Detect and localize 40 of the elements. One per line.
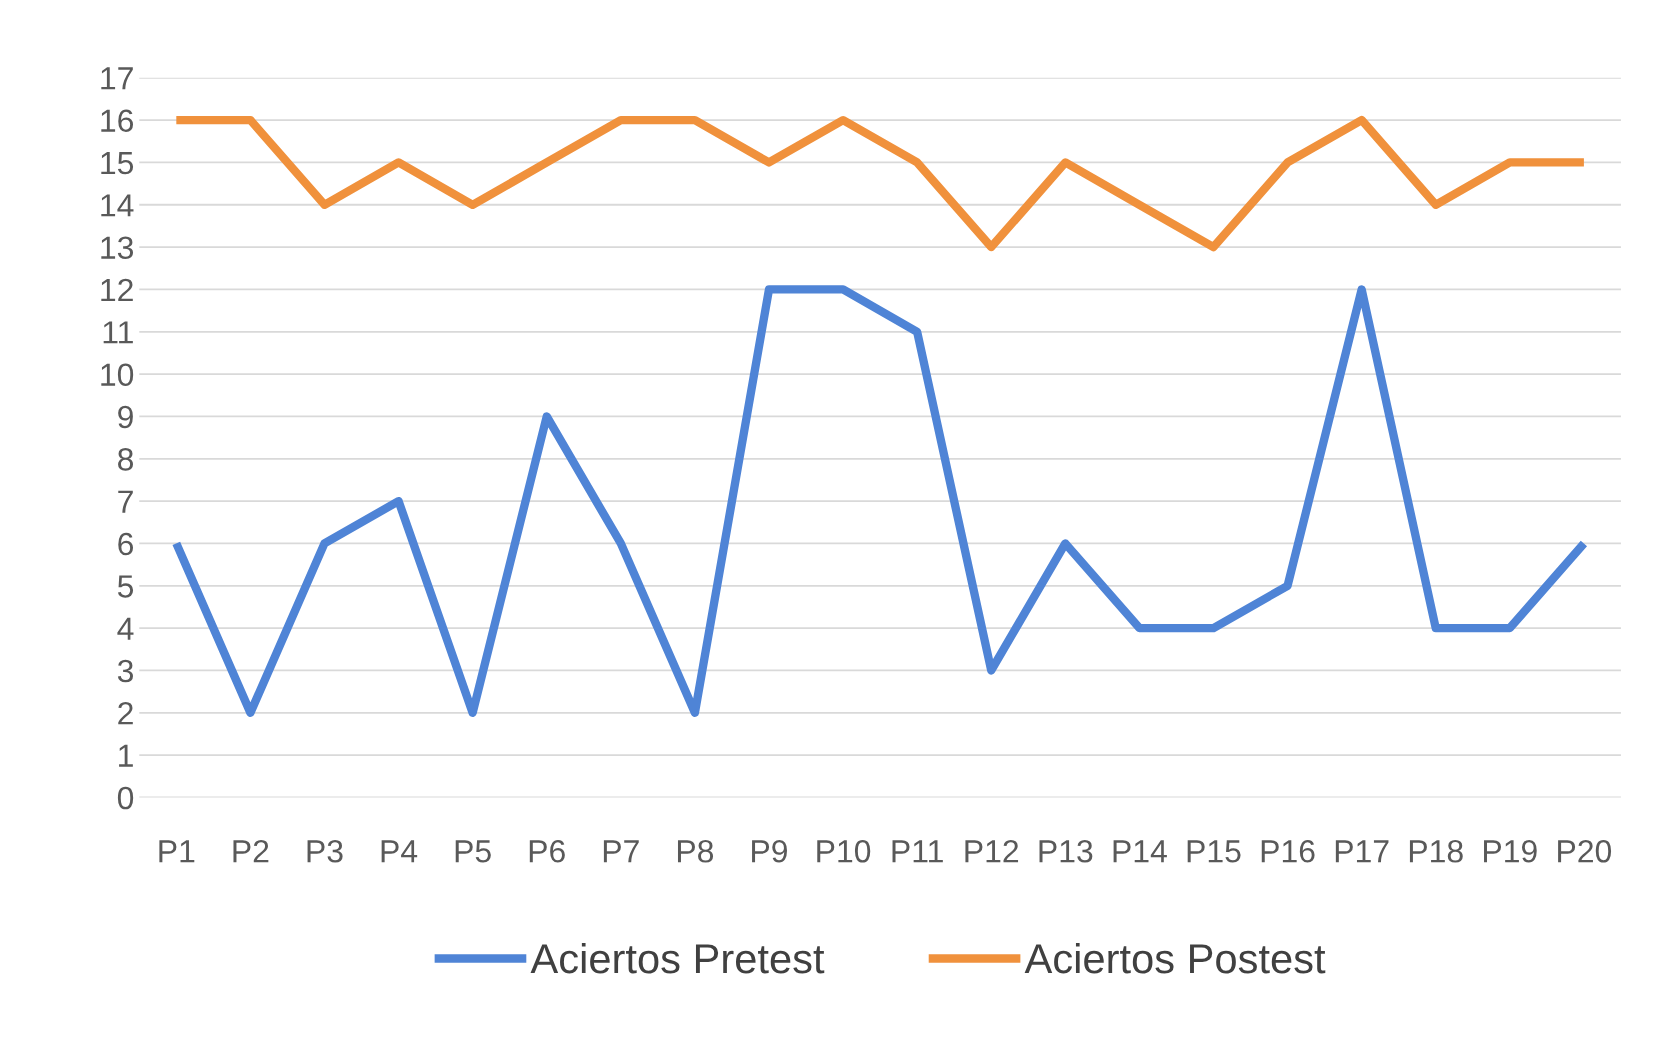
y-tick-label: 13 [101, 236, 134, 259]
y-tick-label: 15 [101, 152, 134, 175]
y-tick-label: 11 [103, 321, 133, 344]
y-tick-label: 6 [118, 532, 134, 556]
x-tick-label: P12 [965, 839, 1019, 863]
y-tick-label: 5 [117, 575, 134, 598]
y-tick-label: 7 [118, 490, 133, 513]
x-tick-label: P1 [159, 840, 195, 863]
x-tick-label: P15 [1187, 840, 1241, 863]
y-tick-label: 1 [119, 744, 133, 767]
legend-label: Aciertos Pretest [530, 942, 825, 974]
y-tick-label: 17 [101, 67, 133, 90]
legend-label: Aciertos Postest [1024, 942, 1326, 974]
x-tick-label: P6 [529, 839, 565, 863]
x-tick-label: P13 [1039, 839, 1093, 863]
x-tick-label: P20 [1558, 839, 1612, 863]
y-tick-label: 3 [117, 659, 134, 683]
x-tick-label: P4 [381, 840, 418, 863]
x-tick-label: P19 [1484, 839, 1537, 863]
x-tick-label: P10 [817, 839, 871, 863]
y-tick-label: 4 [117, 617, 134, 640]
y-tick-label: 16 [101, 109, 134, 132]
y-tick-label: 12 [101, 278, 133, 302]
x-tick-label: P7 [603, 840, 639, 863]
x-tick-label: P17 [1335, 840, 1389, 863]
y-tick-label: 0 [117, 786, 134, 810]
x-tick-label: P14 [1113, 840, 1167, 863]
x-tick-label: P18 [1409, 839, 1463, 863]
x-tick-label: P11 [892, 840, 943, 863]
y-tick-label: 14 [101, 194, 134, 217]
x-tick-label: P2 [233, 839, 269, 863]
x-tick-label: P9 [752, 839, 788, 863]
x-tick-label: P5 [455, 840, 491, 863]
x-tick-label: P16 [1261, 839, 1315, 863]
x-tick-label: P3 [307, 839, 343, 863]
x-tick-label: P8 [677, 839, 714, 863]
y-tick-label: 10 [101, 363, 134, 386]
y-tick-label: 8 [118, 448, 134, 471]
y-tick-label: 2 [118, 702, 133, 725]
y-tick-label: 9 [118, 405, 133, 429]
